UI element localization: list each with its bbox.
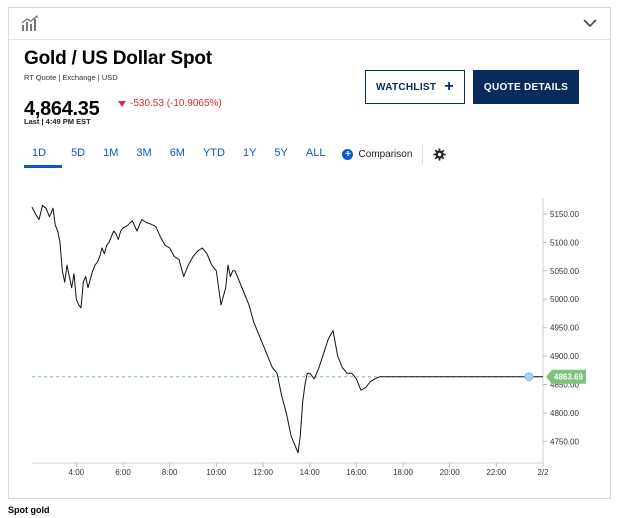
last-price-tag	[546, 369, 586, 384]
chart-series	[31, 204, 543, 454]
comparison-button[interactable]: + Comparison	[342, 148, 413, 160]
x-tick-label: 10:00	[206, 468, 227, 477]
y-tick-label: 4950.00	[550, 324, 579, 333]
toolbar-divider	[422, 144, 424, 164]
y-tick-label: 4900.00	[550, 352, 579, 361]
x-tick-label: 4:00	[69, 468, 85, 477]
x-tick-label: 12:00	[253, 468, 274, 477]
range-tab-5y[interactable]: 5Y	[274, 147, 288, 159]
gear-icon[interactable]	[433, 147, 446, 161]
add-circle-icon: +	[342, 148, 354, 160]
x-tick-label: 22:00	[486, 468, 507, 477]
y-tick-label: 4750.00	[550, 437, 579, 446]
y-tick-label: 5100.00	[550, 238, 579, 247]
watchlist-button-label: WATCHLIST	[376, 81, 437, 93]
chart-marks: 4863.69	[524, 369, 586, 384]
x-tick-label: 18:00	[393, 468, 414, 477]
card-topbar	[9, 8, 610, 40]
range-tab-1d[interactable]: 1D	[24, 140, 63, 168]
range-tab-5d[interactable]: 5D	[71, 147, 86, 159]
y-tick-label: 5050.00	[550, 267, 579, 276]
range-tab-all[interactable]: ALL	[305, 147, 326, 159]
range-tab-1m[interactable]: 1M	[103, 147, 119, 159]
range-tab-1y[interactable]: 1Y	[242, 147, 257, 159]
chevron-down-icon[interactable]	[582, 16, 598, 30]
y-tick-label: 4800.00	[550, 409, 579, 418]
chart-axes: 5150.00 5100.00 5050.00 5000.00 4950.00 4900.…	[32, 198, 579, 477]
y-tick-label: 5000.00	[550, 295, 579, 304]
chart-icon	[21, 15, 38, 31]
price-change-value: -530.53 (-10.9065%)	[130, 98, 222, 109]
watchlist-button[interactable]: WATCHLIST +	[365, 70, 465, 104]
down-triangle-icon	[118, 100, 126, 107]
price-change: -530.53 (-10.9065%)	[118, 98, 222, 109]
y-tick-label: 5150.00	[550, 210, 579, 219]
quote-details-button[interactable]: QUOTE DETAILS	[473, 70, 579, 104]
price-series-line	[31, 204, 543, 454]
last-price: 4,864.35	[24, 98, 100, 120]
plus-icon: +	[444, 78, 454, 95]
range-tab-6m[interactable]: 6M	[169, 147, 185, 159]
y-tick-label: 4850.00	[550, 381, 579, 390]
x-tick-label: 16:00	[346, 468, 367, 477]
range-tab-ytd[interactable]: YTD	[202, 147, 225, 159]
last-price-point	[524, 372, 534, 382]
quote-details-button-label: QUOTE DETAILS	[483, 81, 569, 93]
last-updated-time: Last | 4:49 PM EST	[24, 117, 91, 126]
quote-source-subtitle: RT Quote | Exchange | USD	[24, 73, 118, 82]
instrument-title: Gold / US Dollar Spot	[24, 48, 212, 69]
x-tick-label: 8:00	[162, 468, 178, 477]
x-tick-label: 20:00	[440, 468, 461, 477]
last-price-tag-label: 4863.69	[554, 373, 583, 382]
x-tick-label: 14:00	[300, 468, 321, 477]
range-tab-3m[interactable]: 3M	[136, 147, 152, 159]
comparison-label: Comparison	[358, 148, 413, 160]
chart-caption: Spot gold	[8, 505, 50, 515]
x-tick-label: 2/2	[537, 468, 549, 477]
x-tick-label: 6:00	[115, 468, 131, 477]
time-range-tabs: 1D 5D 1M 3M 6M YTD 1Y 5Y ALL + Compariso…	[24, 140, 446, 168]
